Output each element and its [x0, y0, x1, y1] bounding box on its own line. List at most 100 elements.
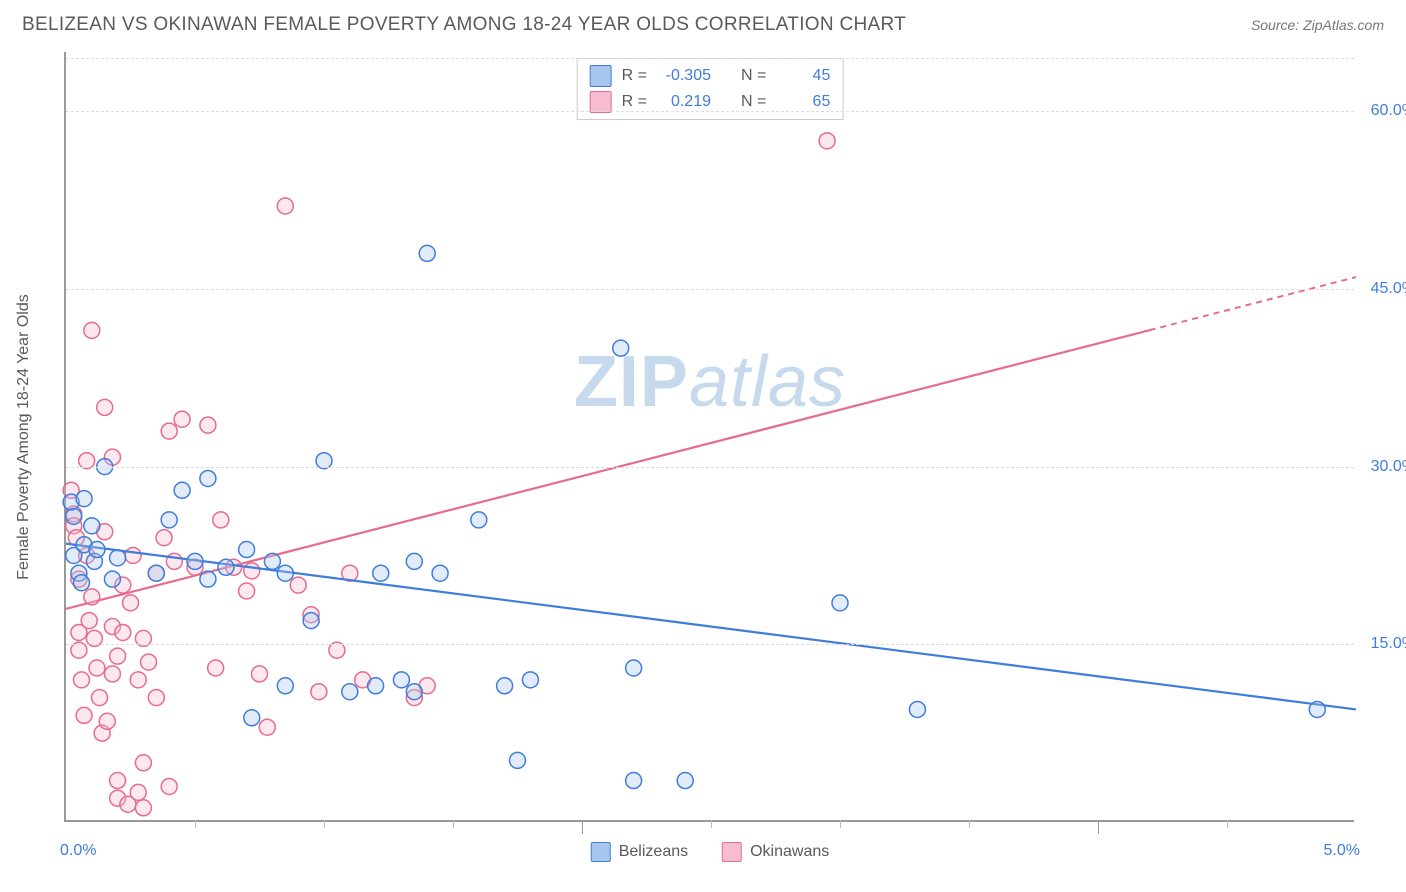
belizeans-point [432, 565, 448, 581]
okinawans-point [259, 719, 275, 735]
legend-item-okinawans: Okinawans [722, 842, 829, 862]
okinawans-point [135, 800, 151, 816]
x-tick-minor [324, 820, 325, 828]
okinawans-point [125, 547, 141, 563]
belizeans-point [1309, 701, 1325, 717]
belizeans-point [419, 245, 435, 261]
belizeans-point [244, 710, 260, 726]
okinawans-point [84, 322, 100, 338]
y-tick-label: 15.0% [1371, 635, 1406, 653]
belizeans-point [277, 565, 293, 581]
okinawans-point [208, 660, 224, 676]
belizeans-point [626, 773, 642, 789]
okinawans-point [123, 595, 139, 611]
okinawans-point [141, 654, 157, 670]
n-value: 45 [776, 67, 830, 85]
legend-label: Okinawans [750, 843, 829, 861]
okinawans-point [156, 530, 172, 546]
belizeans-point [89, 542, 105, 558]
x-tick-minor [1227, 820, 1228, 828]
gridline [66, 467, 1354, 468]
x-tick-major [582, 820, 583, 834]
belizeans-point [218, 559, 234, 575]
n-value: 65 [776, 93, 830, 111]
belizeans-point [677, 773, 693, 789]
chart-container: Female Poverty Among 18-24 Year Olds ZIP… [54, 52, 1364, 822]
x-tick-minor [195, 820, 196, 828]
belizeans-point [148, 565, 164, 581]
belizeans-point [909, 701, 925, 717]
okinawans-point [161, 778, 177, 794]
okinawans-point [89, 660, 105, 676]
okinawans-point [76, 707, 92, 723]
belizeans-point [110, 550, 126, 566]
r-label: R = [622, 67, 647, 85]
belizeans-point [84, 518, 100, 534]
belizeans-point [510, 752, 526, 768]
okinawans-point [148, 690, 164, 706]
okinawans-point [252, 666, 268, 682]
legend-swatch [590, 91, 612, 113]
okinawans-point [99, 713, 115, 729]
legend-swatch [590, 65, 612, 87]
r-value: -0.305 [657, 67, 711, 85]
okinawans-point [130, 672, 146, 688]
plot-svg [66, 52, 1354, 820]
belizeans-point [73, 575, 89, 591]
gridline [66, 58, 1354, 59]
r-label: R = [622, 93, 647, 111]
plot-area: ZIPatlas R =-0.305N =45R =0.219N =65 Bel… [64, 52, 1354, 822]
okinawans-trendline-dash [1150, 277, 1356, 330]
chart-title: BELIZEAN VS OKINAWAN FEMALE POVERTY AMON… [22, 14, 906, 36]
belizeans-point [66, 508, 82, 524]
n-label: N = [741, 67, 766, 85]
okinawans-point [104, 666, 120, 682]
belizeans-point [161, 512, 177, 528]
okinawans-point [135, 755, 151, 771]
belizeans-point [200, 470, 216, 486]
belizeans-point [406, 553, 422, 569]
okinawans-point [290, 577, 306, 593]
y-tick-label: 30.0% [1371, 458, 1406, 476]
okinawans-point [115, 624, 131, 640]
legend-item-belizeans: Belizeans [591, 842, 688, 862]
belizeans-point [174, 482, 190, 498]
okinawans-point [213, 512, 229, 528]
okinawans-point [130, 784, 146, 800]
stats-legend-row: R = -0.305 N = 45 [590, 63, 831, 89]
gridline [66, 111, 1354, 112]
okinawans-point [97, 399, 113, 415]
x-tick-minor [711, 820, 712, 828]
belizeans-point [104, 571, 120, 587]
r-value: 0.219 [657, 93, 711, 111]
x-tick-minor [969, 820, 970, 828]
belizeans-point [200, 571, 216, 587]
belizeans-point [393, 672, 409, 688]
legend-swatch [722, 842, 742, 862]
belizeans-point [626, 660, 642, 676]
okinawans-point [244, 563, 260, 579]
belizeans-trendline [66, 544, 1356, 710]
belizeans-point [239, 542, 255, 558]
x-tick-label: 0.0% [60, 842, 96, 860]
okinawans-point [311, 684, 327, 700]
belizeans-point [368, 678, 384, 694]
belizeans-point [522, 672, 538, 688]
okinawans-point [73, 672, 89, 688]
okinawans-point [161, 423, 177, 439]
x-tick-major [1098, 820, 1099, 834]
okinawans-point [84, 589, 100, 605]
source-attribution: Source: ZipAtlas.com [1251, 17, 1384, 33]
okinawans-point [200, 417, 216, 433]
belizeans-point [471, 512, 487, 528]
okinawans-point [239, 583, 255, 599]
n-label: N = [741, 93, 766, 111]
okinawans-point [110, 773, 126, 789]
okinawans-point [174, 411, 190, 427]
belizeans-point [264, 553, 280, 569]
belizeans-point [76, 491, 92, 507]
okinawans-point [92, 690, 108, 706]
okinawans-point [819, 133, 835, 149]
belizeans-point [497, 678, 513, 694]
belizeans-point [187, 553, 203, 569]
